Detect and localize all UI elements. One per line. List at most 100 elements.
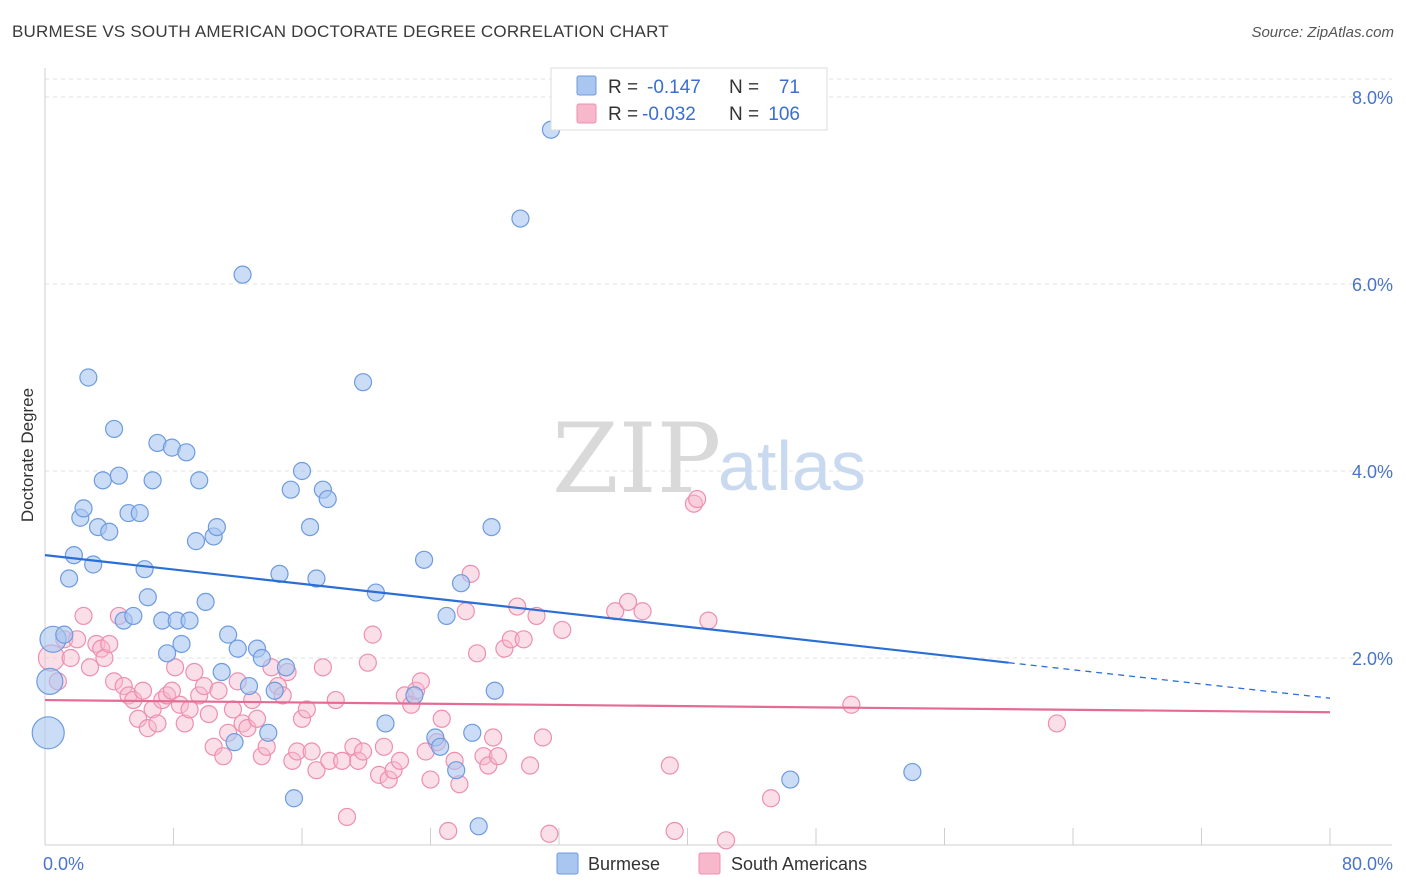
burmese-point-47 [281, 480, 300, 499]
watermark-atlas: atlas [718, 427, 866, 505]
south-point-60 [349, 751, 368, 770]
burmese-point-70 [781, 770, 800, 789]
south-point-88 [501, 630, 520, 649]
burmese-point-63 [451, 574, 471, 593]
burmese-point-21 [143, 471, 162, 490]
y-tick-label-2: 6.0% [1352, 275, 1393, 295]
tick-labels: 2.0% 4.0% 6.0% 8.0% 0.0% 80.0% [43, 88, 1393, 874]
bottom-legend-swatch-burmese [556, 852, 579, 875]
south-point-59 [344, 737, 363, 756]
south-point-68 [390, 751, 410, 770]
south-point-63 [363, 625, 382, 644]
south-point-33 [209, 681, 228, 700]
south-point-64 [370, 765, 389, 784]
y-tick-label-3: 8.0% [1352, 88, 1393, 108]
legend-burmese-r-label: R = [608, 77, 638, 98]
south-point-48 [283, 751, 302, 770]
south-point-92 [527, 606, 546, 626]
south-point-95 [553, 620, 572, 640]
south-point-80 [456, 602, 475, 621]
burmese-point-49 [292, 461, 312, 481]
burmese-point-61 [437, 606, 456, 626]
burmese-point-50 [300, 517, 320, 537]
legend-south-n-label: N = [729, 104, 759, 125]
south-point-77 [439, 821, 458, 841]
south-point-3 [61, 648, 80, 668]
burmese-point-57 [405, 686, 424, 705]
south-point-28 [185, 662, 204, 682]
south-point-65 [374, 737, 394, 756]
burmese-point-39 [233, 265, 252, 284]
correlation-legend: R = -0.147 N = 71 R = -0.032 N = 106 [550, 67, 828, 131]
burmese-point-3 [55, 625, 74, 644]
south-point-98 [633, 602, 652, 621]
south-point-41 [247, 709, 267, 728]
legend-south-r-label: R = [608, 104, 638, 125]
burmese-point-30 [186, 532, 206, 551]
south-point-57 [333, 751, 352, 770]
south-point-29 [190, 686, 209, 705]
burmese-point-67 [485, 681, 504, 700]
south-point-66 [379, 770, 398, 789]
burmese-point-35 [212, 662, 231, 682]
legend-swatch-south [576, 103, 597, 124]
legend-south-n-value: 106 [768, 104, 800, 125]
burmese-point-11 [93, 471, 112, 490]
south-point-55 [320, 751, 339, 770]
burmese-point-27 [172, 634, 191, 654]
burmese-point-20 [138, 588, 157, 607]
south-point-97 [618, 592, 638, 612]
south-point-11 [104, 672, 124, 691]
south-point-76 [432, 709, 451, 728]
burmese-point-43 [259, 723, 278, 742]
south-point-24 [166, 658, 185, 677]
south-point-83 [474, 747, 493, 766]
burmese-point-58 [414, 550, 434, 569]
south-point-56 [326, 690, 345, 710]
y-axis-label: Doctorate Degree [18, 388, 37, 522]
south-point-100 [665, 821, 684, 841]
south-point-91 [520, 756, 540, 775]
south-point-20 [148, 714, 167, 733]
burmese-point-34 [207, 517, 226, 537]
burmese-point-12 [100, 522, 119, 541]
south-point-102 [688, 489, 707, 509]
legend-south-r-value: -0.032 [642, 104, 696, 125]
x-tick-label-min: 0.0% [43, 854, 84, 874]
south-point-50 [292, 709, 312, 728]
chart-source: Source: ZipAtlas.com [1251, 24, 1394, 41]
south-point-99 [660, 756, 679, 775]
burmese-point-71 [903, 762, 922, 782]
south-point-104 [716, 831, 736, 850]
burmese-point-4 [59, 569, 79, 588]
burmese-point-9 [84, 555, 103, 574]
watermark-zip: ZIP [552, 403, 721, 515]
x-tick-label-max: 80.0% [1342, 854, 1393, 874]
south-point-103 [699, 611, 718, 630]
burmese-point-38 [228, 639, 247, 658]
chart-title: BURMESE VS SOUTH AMERICAN DOCTORATE DEGR… [12, 22, 669, 41]
south-point-23 [162, 681, 181, 700]
burmese-point-65 [469, 817, 488, 836]
south-point-42 [252, 747, 271, 766]
burmese-point-51 [307, 569, 326, 588]
south-point-17 [133, 681, 153, 700]
south-point-16 [129, 709, 148, 728]
burmese-point-46 [276, 658, 296, 677]
south-point-49 [288, 742, 307, 761]
south-point-90 [514, 630, 533, 649]
burmese-point-32 [196, 592, 215, 612]
burmese-point-60 [431, 737, 450, 756]
burmese-point-36 [219, 625, 238, 644]
burmese-point-37 [225, 733, 244, 752]
south-point-74 [421, 770, 440, 789]
south-point-32 [204, 737, 223, 756]
burmese-point-13 [104, 419, 124, 439]
trend-lines [44, 554, 1331, 714]
burmese-point-44 [265, 681, 284, 700]
south-point-58 [337, 807, 357, 827]
south-point-107 [1047, 714, 1067, 733]
burmese-point-64 [463, 723, 482, 742]
y-tick-label-0: 2.0% [1352, 649, 1393, 669]
burmese-point-48 [284, 789, 304, 808]
